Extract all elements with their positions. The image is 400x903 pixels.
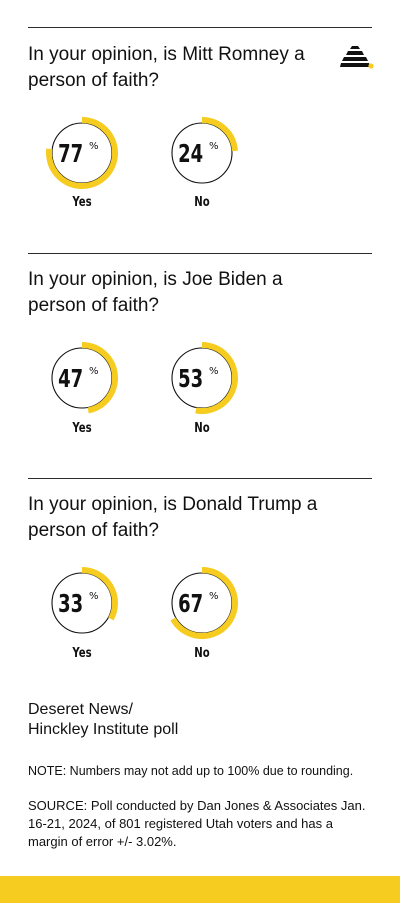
donut-chart-yes: 47 %: [46, 342, 118, 414]
donut-arc-no: [201, 117, 238, 152]
poll-credit: Deseret News/ Hinckley Institute poll: [28, 700, 328, 740]
percentage-value: 33: [58, 590, 83, 619]
percent-sign: %: [89, 366, 99, 377]
donut-arc-yes: [81, 567, 118, 621]
donut-arc-no: [170, 567, 238, 639]
percent-sign: %: [89, 141, 99, 152]
section-divider: [28, 27, 372, 28]
section-divider: [28, 253, 372, 254]
donut-arc-yes: [46, 117, 118, 189]
poll-credit-line: Deseret News/: [28, 701, 133, 718]
question-title: In your opinion, is Donald Trump a perso…: [28, 494, 318, 541]
rounding-note: NOTE: Numbers may not add up to 100% due…: [28, 764, 354, 778]
section-divider: [28, 478, 372, 479]
percentage-value: 77: [58, 140, 83, 169]
answer-label-yes: Yes: [72, 195, 92, 210]
percentage-value: 67: [178, 590, 203, 619]
answer-label-no: No: [194, 195, 210, 210]
answer-label-yes: Yes: [72, 421, 92, 436]
answer-label-yes: Yes: [72, 646, 92, 661]
percentage-value: 24: [178, 140, 203, 169]
percent-sign: %: [89, 591, 99, 602]
percentage-value: 53: [178, 365, 203, 394]
donut-arc-yes: [81, 342, 118, 414]
donut-chart-no: 24 %: [166, 117, 238, 189]
answer-label-no: No: [194, 646, 210, 661]
footer-accent-bar: [0, 876, 400, 903]
donut-arc-no: [195, 342, 238, 414]
beehive-icon: [338, 44, 374, 70]
percentage-value: 47: [58, 365, 83, 394]
donut-chart-yes: 33 %: [46, 567, 118, 639]
question-title: In your opinion, is Joe Biden a person o…: [28, 269, 283, 316]
percent-sign: %: [209, 141, 219, 152]
percent-sign: %: [209, 591, 219, 602]
donut-chart-no: 67 %: [166, 567, 238, 639]
question-title: In your opinion, is Mitt Romney a person…: [28, 44, 305, 91]
answer-label-no: No: [194, 421, 210, 436]
donut-chart-yes: 77 %: [46, 117, 118, 189]
poll-credit-line: Hinckley Institute poll: [28, 721, 179, 738]
donut-chart-no: 53 %: [166, 342, 238, 414]
percent-sign: %: [209, 366, 219, 377]
source-note: SOURCE: Poll conducted by Dan Jones & As…: [28, 798, 366, 849]
